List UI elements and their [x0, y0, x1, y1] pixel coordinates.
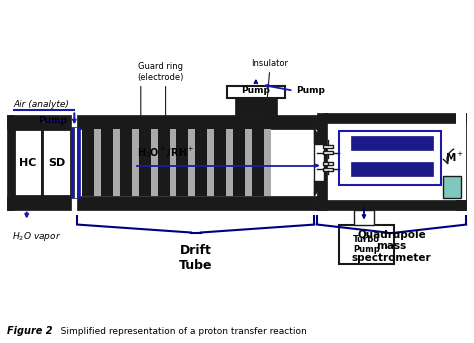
Bar	[158, 129, 170, 196]
Bar	[77, 196, 314, 210]
Bar	[323, 151, 333, 154]
Bar	[354, 210, 374, 225]
Bar	[132, 129, 139, 196]
Bar	[264, 129, 271, 196]
Text: Pump: Pump	[38, 116, 67, 125]
Bar	[176, 129, 188, 196]
Bar	[245, 129, 252, 196]
Bar	[235, 98, 277, 116]
Bar	[195, 129, 207, 196]
Bar	[324, 114, 327, 123]
Text: Insulator: Insulator	[251, 59, 288, 68]
Bar	[7, 196, 72, 210]
Bar	[139, 129, 151, 196]
Bar	[456, 114, 466, 210]
Text: Guard ring
(electrode): Guard ring (electrode)	[137, 62, 184, 82]
Bar	[351, 162, 433, 176]
Bar	[351, 136, 433, 150]
Text: HC: HC	[19, 157, 36, 168]
Bar	[77, 127, 80, 198]
Bar	[14, 129, 42, 196]
Bar	[170, 129, 176, 196]
Text: Drift
Tube: Drift Tube	[179, 245, 212, 272]
Bar	[226, 129, 233, 196]
Text: H$_3$O$^+$/RH$^+$: H$_3$O$^+$/RH$^+$	[137, 145, 194, 159]
Bar	[94, 129, 101, 196]
Bar	[323, 168, 333, 171]
Bar	[151, 129, 158, 196]
Text: H$_2$O vapor: H$_2$O vapor	[12, 229, 61, 243]
Bar	[7, 116, 14, 210]
Bar	[74, 127, 77, 198]
Bar	[72, 127, 74, 198]
Bar	[324, 200, 327, 210]
Bar	[314, 196, 324, 210]
Bar	[443, 176, 461, 198]
Bar	[339, 131, 441, 185]
Bar	[113, 129, 120, 196]
Text: Turbo
Pump: Turbo Pump	[353, 235, 380, 254]
Text: Figure 2: Figure 2	[7, 326, 53, 336]
Text: Pump: Pump	[241, 86, 270, 95]
Polygon shape	[314, 129, 324, 144]
Bar	[42, 129, 72, 196]
Bar	[339, 225, 394, 264]
Bar	[227, 86, 284, 98]
Bar	[188, 129, 195, 196]
Bar	[314, 116, 324, 129]
Bar	[233, 129, 245, 196]
Bar	[314, 144, 324, 181]
Bar	[327, 114, 466, 123]
Bar	[252, 129, 264, 196]
Bar	[101, 129, 113, 196]
Text: M$^+$: M$^+$	[445, 151, 464, 164]
Bar	[207, 129, 214, 196]
Text: SD: SD	[48, 157, 65, 168]
Text: Simplified representation of a proton transfer reaction: Simplified representation of a proton tr…	[52, 327, 306, 336]
Text: Quadrupole
mass
spectrometer: Quadrupole mass spectrometer	[352, 229, 431, 263]
Text: Air (analyte): Air (analyte)	[14, 99, 70, 108]
Bar	[82, 129, 94, 196]
Bar	[318, 114, 327, 210]
Bar	[77, 116, 314, 129]
Bar	[214, 129, 226, 196]
Bar	[323, 145, 333, 148]
Polygon shape	[314, 181, 324, 196]
Bar	[323, 162, 333, 165]
Bar	[456, 114, 466, 200]
Bar	[327, 200, 466, 210]
Bar	[120, 129, 132, 196]
Text: Pump: Pump	[297, 86, 325, 95]
Bar	[7, 116, 72, 129]
